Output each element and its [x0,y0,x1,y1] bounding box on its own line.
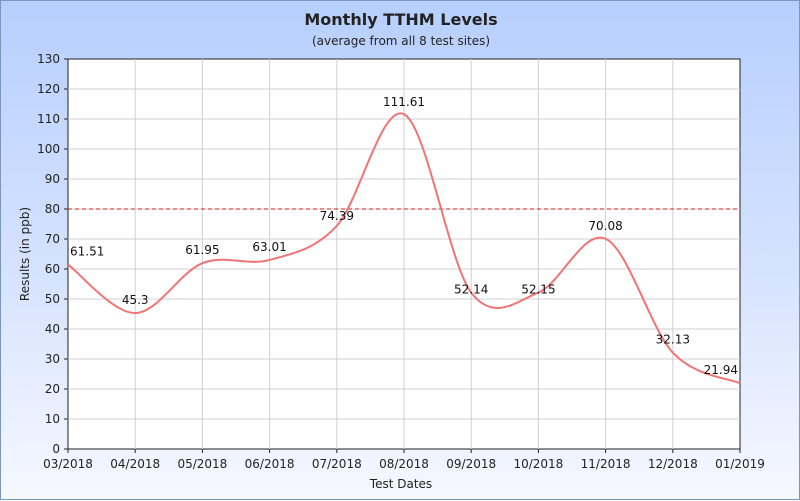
data-label: 74.39 [320,209,354,223]
x-tick-label: 06/2018 [245,457,295,471]
y-tick-label: 100 [37,142,60,156]
data-label: 21.94 [704,363,738,377]
data-label: 52.15 [521,283,555,297]
x-tick-label: 11/2018 [581,457,631,471]
x-tick-label: 12/2018 [648,457,698,471]
data-label: 61.51 [70,244,104,258]
y-tick-label: 30 [45,352,60,366]
data-labels-group: 61.51 45.3 61.95 63.01 74.39 111.61 52.14 52.15… [70,95,738,377]
y-tick-label: 110 [37,112,60,126]
y-tick-label: 70 [45,232,60,246]
x-tick-label: 04/2018 [110,457,160,471]
y-axis-label: Results (in ppb) [18,207,32,301]
x-tick-label: 09/2018 [446,457,496,471]
x-tick-label: 08/2018 [379,457,429,471]
y-tick-label: 80 [45,202,60,216]
x-tick-label: 01/2019 [715,457,765,471]
y-axis-ticks: 0 10 20 30 40 50 60 70 80 90 100 110 120 130 [37,52,68,456]
x-tick-label: 07/2018 [312,457,362,471]
data-label: 52.14 [454,283,488,297]
y-tick-label: 50 [45,292,60,306]
y-tick-label: 40 [45,322,60,336]
x-tick-label: 10/2018 [513,457,563,471]
y-tick-label: 0 [52,442,60,456]
chart-title: Monthly TTHM Levels [304,10,497,29]
data-label: 45.3 [122,293,149,307]
y-tick-label: 60 [45,262,60,276]
x-axis-label: Test Dates [369,477,432,491]
y-tick-label: 130 [37,52,60,66]
x-tick-label: 03/2018 [43,457,93,471]
data-label: 32.13 [656,333,690,347]
data-label: 111.61 [383,95,425,109]
data-label: 61.95 [185,243,219,257]
series-group [67,112,741,385]
chart-subtitle: (average from all 8 test sites) [312,34,490,48]
data-label: 70.08 [588,219,622,233]
x-axis-ticks: 03/2018 04/2018 05/2018 06/2018 07/2018 08/20… [43,449,765,471]
y-tick-label: 20 [45,382,60,396]
x-tick-label: 05/2018 [177,457,227,471]
data-label: 63.01 [252,240,286,254]
y-tick-label: 90 [45,172,60,186]
y-tick-label: 10 [45,412,60,426]
series-line [67,112,741,385]
y-tick-label: 120 [37,82,60,96]
